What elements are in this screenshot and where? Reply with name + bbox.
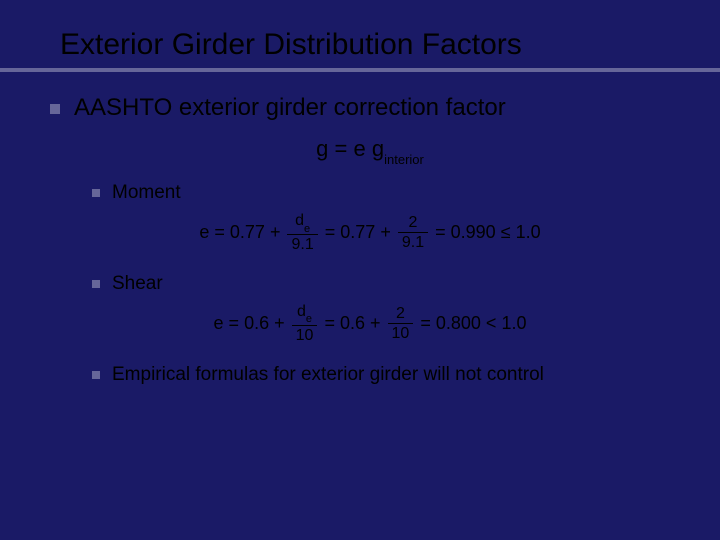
note-text: Empirical formulas for exterior girder w… — [112, 364, 544, 386]
bullet-icon — [50, 104, 60, 114]
slide-title: Exterior Girder Distribution Factors — [60, 28, 690, 62]
list-item: Shear — [92, 273, 690, 295]
level1-text: AASHTO exterior girder correction factor — [74, 94, 506, 122]
list-item: Empirical formulas for exterior girder w… — [92, 364, 690, 386]
moment-equation: e = 0.77 + de 9.1 = 0.77 + 2 9.1 = 0.990… — [50, 212, 690, 253]
moment-label: Moment — [112, 182, 181, 204]
shear-label: Shear — [112, 273, 163, 295]
main-equation: g = e ginterior — [50, 136, 690, 164]
shear-equation: e = 0.6 + de 10 = 0.6 + 2 10 = 0.800 < 1… — [50, 303, 690, 344]
bullet-icon — [92, 371, 100, 379]
title-underline — [0, 68, 720, 72]
list-item: AASHTO exterior girder correction factor — [50, 94, 690, 122]
bullet-icon — [92, 280, 100, 288]
bullet-icon — [92, 189, 100, 197]
list-item: Moment — [92, 182, 690, 204]
